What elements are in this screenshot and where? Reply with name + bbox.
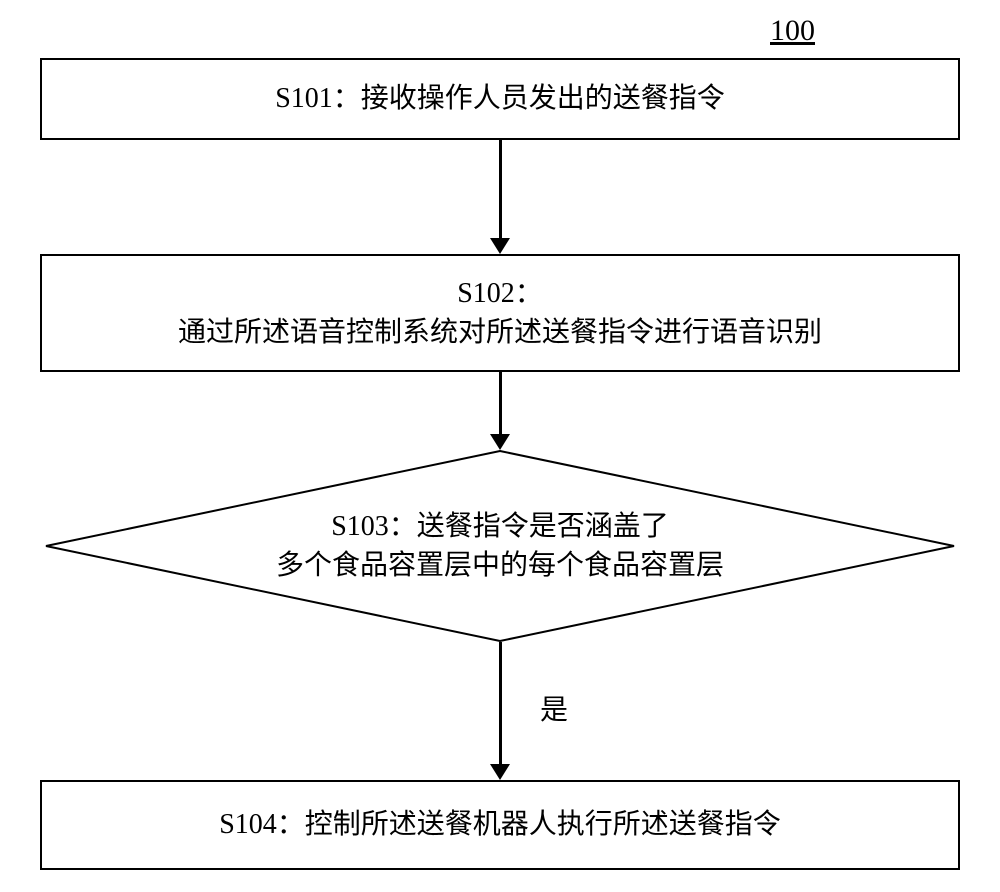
step-s101-text: S101：接收操作人员发出的送餐指令 <box>275 79 725 118</box>
step-s102-line1: S102： <box>457 274 543 313</box>
edge-label-yes: 是 <box>540 688 568 728</box>
decision-s103-text: S103：送餐指令是否涵盖了 多个食品容置层中的每个食品容置层 <box>45 507 955 585</box>
decision-s103-line1: S103：送餐指令是否涵盖了 <box>45 507 955 546</box>
arrow-head-s101-s102 <box>490 238 510 254</box>
arrow-s102-s103 <box>499 372 502 436</box>
arrow-s101-s102 <box>499 140 502 240</box>
decision-s103-line2: 多个食品容置层中的每个食品容置层 <box>45 546 955 585</box>
arrow-s103-s104 <box>499 642 502 766</box>
step-s101: S101：接收操作人员发出的送餐指令 <box>40 58 960 140</box>
step-s102-line2: 通过所述语音控制系统对所述送餐指令进行语音识别 <box>178 313 822 352</box>
figure-number: 100 <box>770 14 815 48</box>
decision-s103: S103：送餐指令是否涵盖了 多个食品容置层中的每个食品容置层 <box>45 450 955 642</box>
flowchart-canvas: 100 S101：接收操作人员发出的送餐指令 S102： 通过所述语音控制系统对… <box>0 0 1000 892</box>
arrow-head-s103-s104 <box>490 764 510 780</box>
step-s104: S104：控制所述送餐机器人执行所述送餐指令 <box>40 780 960 870</box>
step-s102: S102： 通过所述语音控制系统对所述送餐指令进行语音识别 <box>40 254 960 372</box>
step-s104-text: S104：控制所述送餐机器人执行所述送餐指令 <box>219 805 781 844</box>
arrow-head-s102-s103 <box>490 434 510 450</box>
